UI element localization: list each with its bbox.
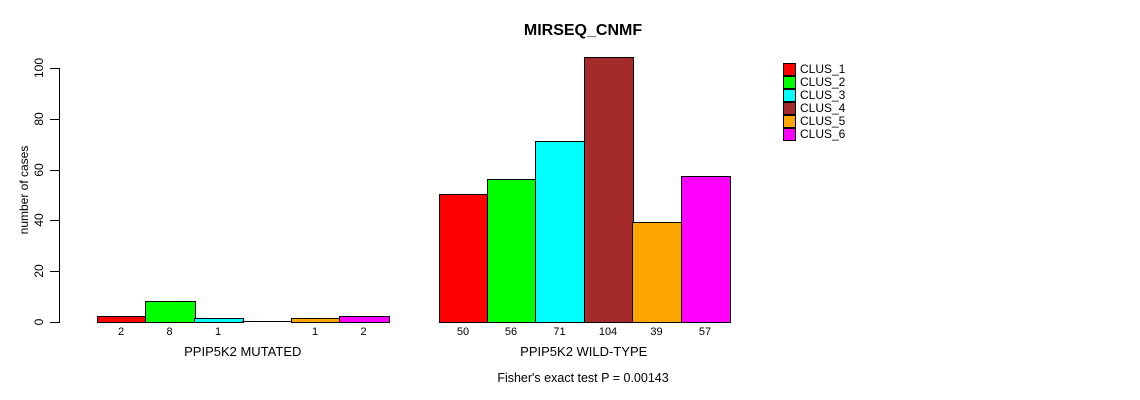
bar-value-label: 1 xyxy=(214,326,222,338)
legend-label-clus_1: CLUS_1 xyxy=(800,62,846,76)
y-tick-mark xyxy=(50,118,59,120)
bar-clus_2-mutated xyxy=(145,301,196,323)
legend-swatch-clus_3 xyxy=(783,89,796,102)
y-tick-mark xyxy=(50,220,59,222)
y-axis-line xyxy=(59,68,60,323)
bar-value-label: 8 xyxy=(166,326,173,338)
y-tick-label: 100 xyxy=(32,57,46,79)
legend-label-clus_3: CLUS_3 xyxy=(800,88,846,102)
y-tick-mark xyxy=(50,271,59,273)
y-tick-label: 0 xyxy=(32,318,46,326)
bar-value-label: 57 xyxy=(698,326,712,338)
bar-value-label: 56 xyxy=(504,326,518,338)
bar-value-label: 2 xyxy=(117,326,125,338)
bar-value-label: 50 xyxy=(456,326,470,338)
bar-value-label: 104 xyxy=(598,326,618,338)
x-group-label-wild-type: PPIP5K2 WILD-TYPE xyxy=(520,344,648,359)
legend-swatch-clus_4 xyxy=(783,102,796,115)
y-tick-mark xyxy=(50,68,59,69)
legend-label-clus_6: CLUS_6 xyxy=(800,127,846,141)
bar-clus_5-mutated xyxy=(291,318,341,323)
bar-clus_4-wild-type xyxy=(584,57,634,323)
legend-swatch-clus_6 xyxy=(783,128,796,141)
bar-value-label: 71 xyxy=(553,326,566,338)
legend-label-clus_5: CLUS_5 xyxy=(800,114,846,128)
legend-swatch-clus_2 xyxy=(783,76,796,89)
legend-label-clus_4: CLUS_4 xyxy=(800,101,846,115)
y-tick-mark xyxy=(50,169,59,171)
y-tick-label: 60 xyxy=(32,162,46,177)
bar-clus_6-wild-type xyxy=(681,176,731,323)
annotation-text: Fisher's exact test P = 0.00143 xyxy=(497,371,669,385)
y-tick-label: 20 xyxy=(32,264,46,278)
bar-clus_6-mutated xyxy=(339,316,390,323)
bar-clus_2-wild-type xyxy=(487,179,537,323)
bar-clus_4-mutated xyxy=(242,321,293,322)
bar-value-label: 1 xyxy=(311,326,319,338)
y-tick-label: 80 xyxy=(32,112,46,126)
y-axis-title: number of cases xyxy=(17,145,31,235)
bar-clus_3-wild-type xyxy=(535,141,586,323)
chart-title: MIRSEQ_CNMF xyxy=(523,22,643,39)
x-group-label-mutated: PPIP5K2 MUTATED xyxy=(184,344,302,359)
bar-value-label: 2 xyxy=(360,326,367,338)
legend-label-clus_2: CLUS_2 xyxy=(800,75,846,89)
bar-clus_1-mutated xyxy=(97,316,147,323)
legend-swatch-clus_5 xyxy=(783,115,796,128)
bar-clus_3-mutated xyxy=(194,318,244,323)
bar-clus_5-wild-type xyxy=(632,222,683,323)
bar-value-label: 39 xyxy=(650,326,663,338)
bar-clus_1-wild-type xyxy=(439,194,489,323)
legend-swatch-clus_1 xyxy=(783,63,796,76)
y-tick-mark xyxy=(50,322,59,323)
y-tick-label: 40 xyxy=(32,213,46,228)
